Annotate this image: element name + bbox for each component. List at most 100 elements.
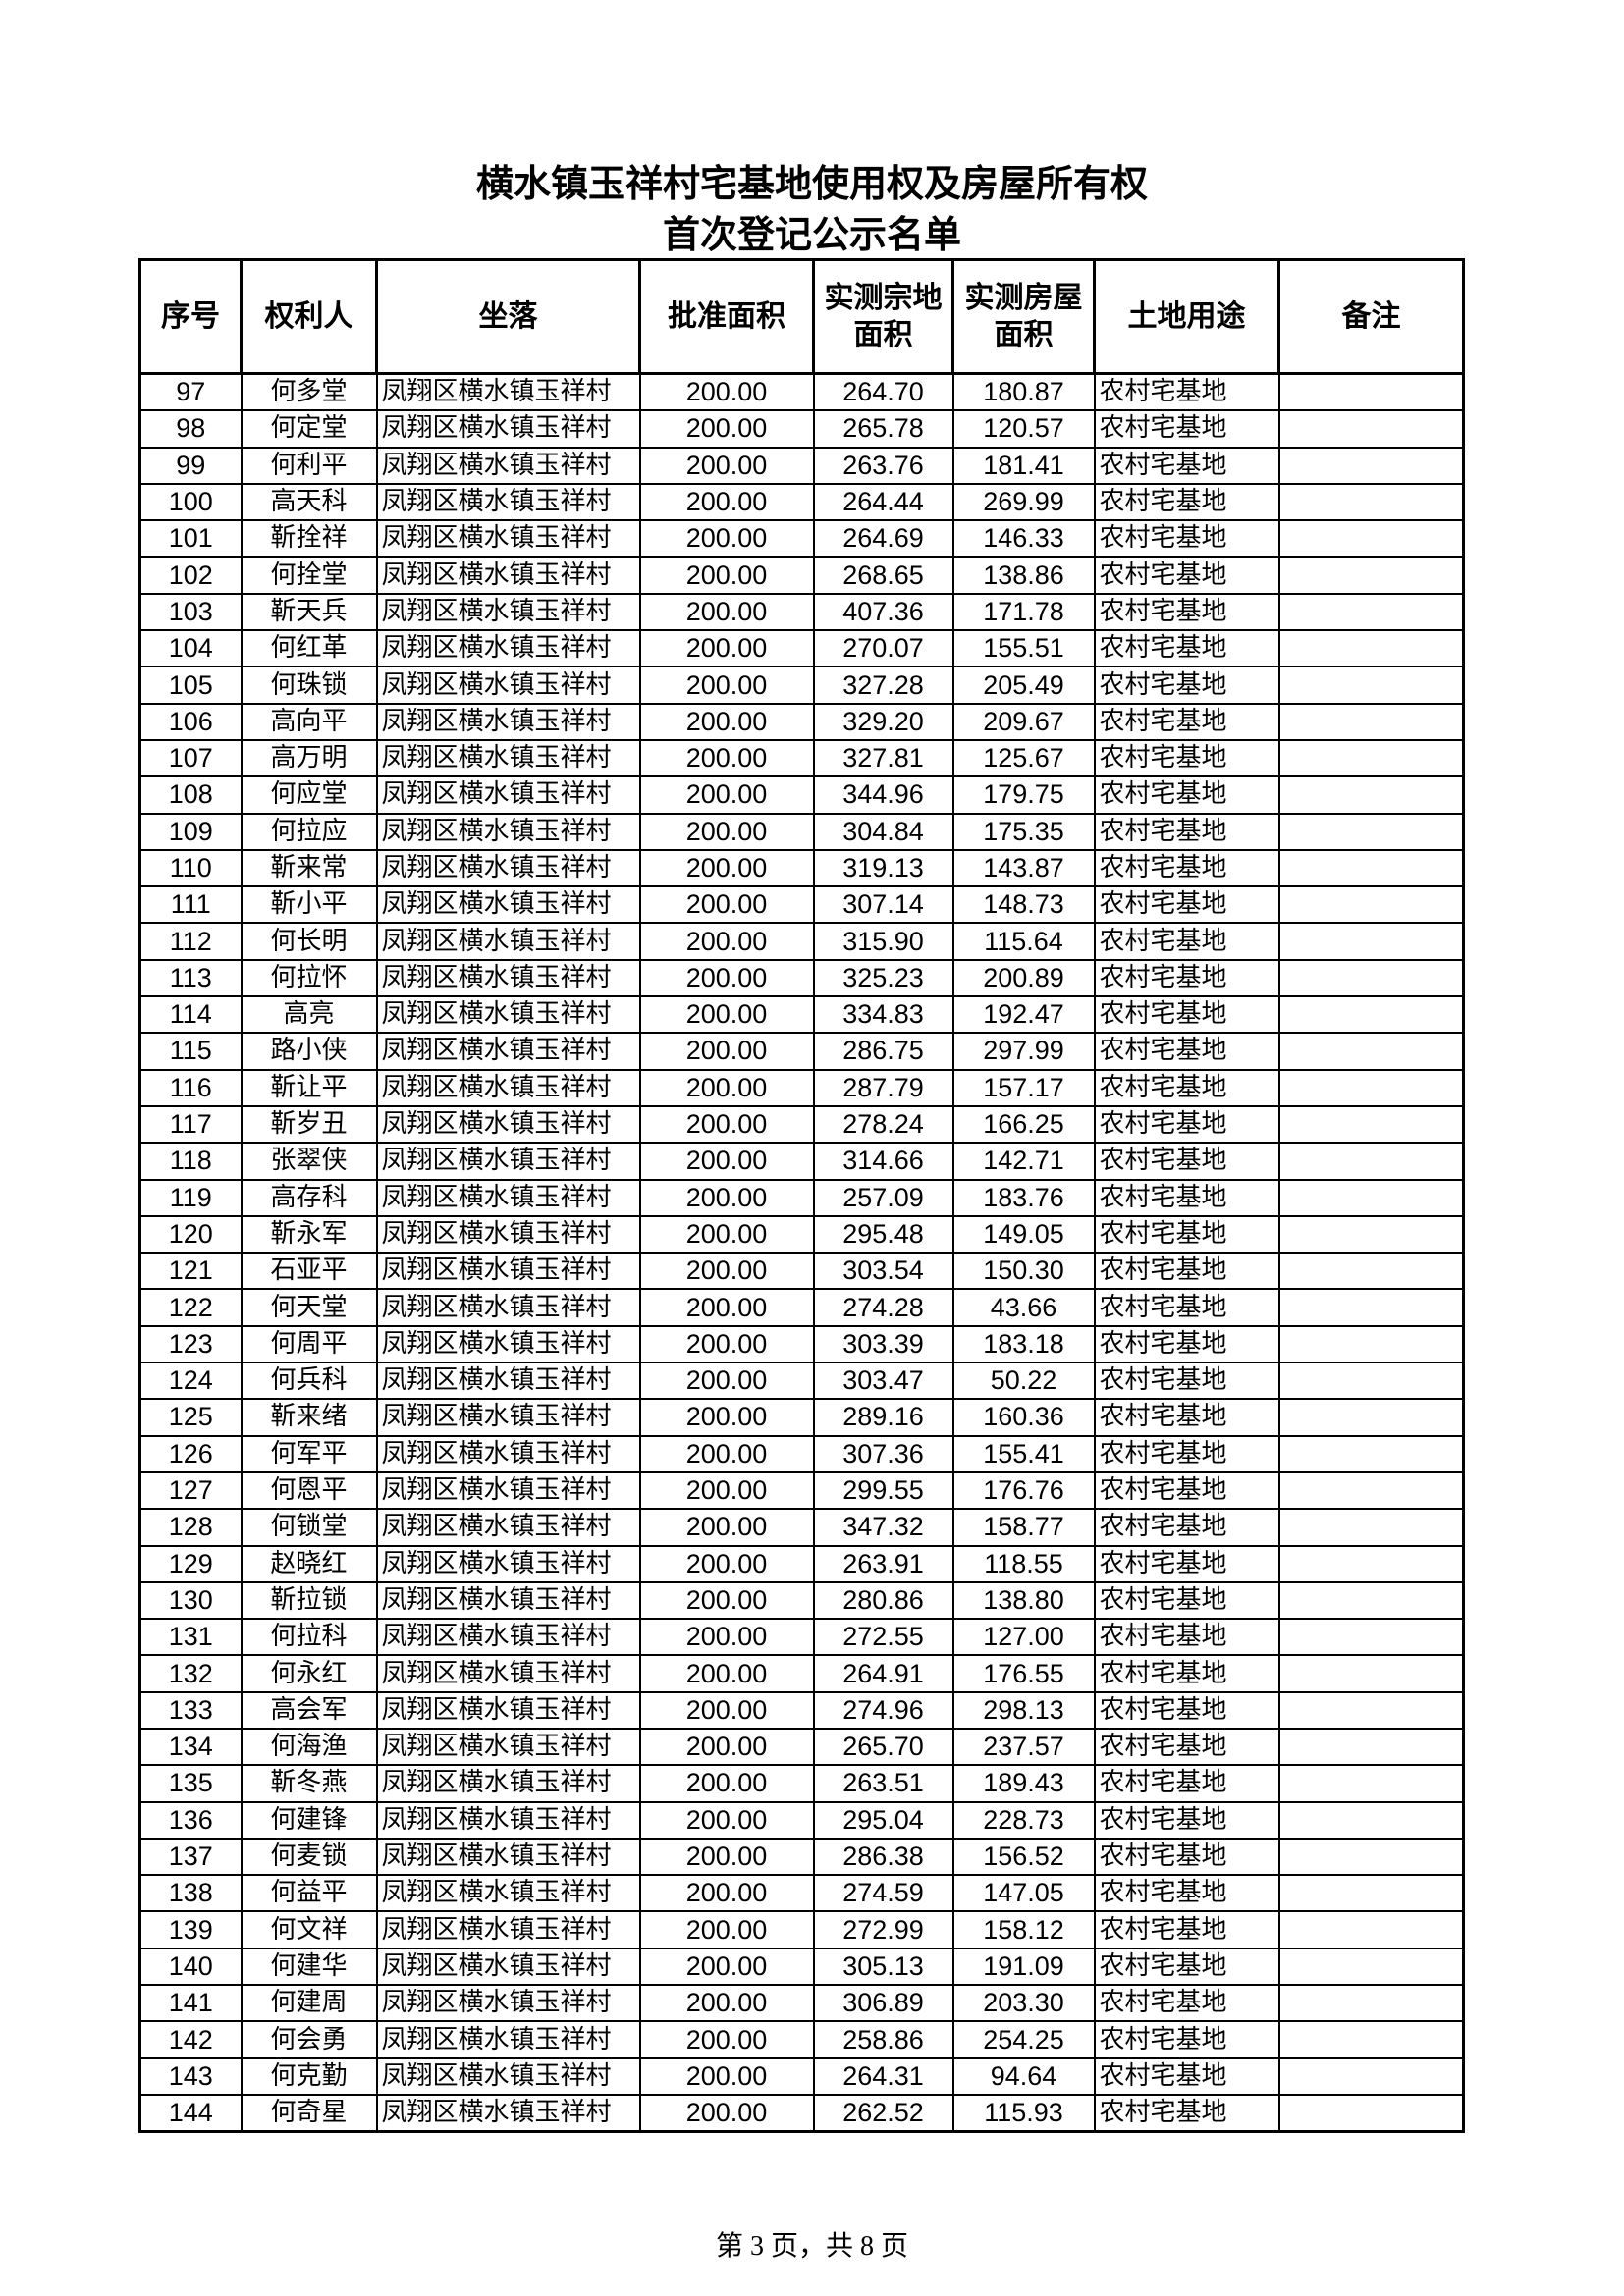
cell-approved-area: 200.00 (638, 702, 815, 741)
cell-land-use: 农村宅基地 (1093, 1252, 1280, 1291)
cell-house-area: 50.22 (951, 1362, 1096, 1401)
cell-land-area: 265.70 (812, 1727, 954, 1767)
cell-owner: 靳小平 (240, 885, 378, 925)
page-footer: 第 3 页，共 8 页 (715, 2231, 908, 2262)
cell-land-area: 265.78 (812, 409, 954, 449)
cell-land-use: 农村宅基地 (1093, 1068, 1280, 1107)
table-row: 103 靳天兵 凤翔区横水镇玉祥村 200.00 407.36 171.78 农村宅基地 (138, 592, 1465, 632)
cell-location: 凤翔区横水镇玉祥村 (375, 1947, 641, 1987)
cell-house-area: 138.86 (951, 556, 1096, 595)
registration-table: 序号 权利人 坐落 批准面积 实测宗地面积 实测房屋面积 土地用途 备注 97 何… (138, 258, 1465, 2134)
table-row: 97 何多堂 凤翔区横水镇玉祥村 200.00 264.70 180.87 农村宅基地 (138, 372, 1465, 412)
header-row: 序号 权利人 坐落 批准面积 实测宗地面积 实测房屋面积 土地用途 备注 (138, 258, 1465, 375)
cell-house-area: 191.09 (951, 1947, 1096, 1987)
cell-approved-area: 200.00 (638, 629, 815, 668)
cell-approved-area: 200.00 (638, 2056, 815, 2096)
cell-land-area: 264.44 (812, 482, 954, 522)
cell-location: 凤翔区横水镇玉祥村 (375, 995, 641, 1035)
cell-owner: 何永红 (240, 1654, 378, 1693)
cell-land-use: 农村宅基地 (1093, 1654, 1280, 1693)
cell-location: 凤翔区横水镇玉祥村 (375, 1910, 641, 1949)
cell-house-area: 183.76 (951, 1178, 1096, 1217)
cell-remarks (1277, 1508, 1465, 1547)
cell-land-area: 295.04 (812, 1800, 954, 1840)
cell-approved-area: 200.00 (638, 1508, 815, 1547)
cell-location: 凤翔区横水镇玉祥村 (375, 1068, 641, 1107)
cell-index: 128 (138, 1508, 243, 1547)
cell-location: 凤翔区横水镇玉祥村 (375, 1874, 641, 1913)
cell-land-area: 407.36 (812, 592, 954, 632)
cell-location: 凤翔区横水镇玉祥村 (375, 738, 641, 778)
cell-location: 凤翔区横水镇玉祥村 (375, 556, 641, 595)
cell-owner: 何拉怀 (240, 958, 378, 998)
cell-land-area: 295.48 (812, 1214, 954, 1255)
cell-location: 凤翔区横水镇玉祥村 (375, 1984, 641, 2023)
cell-index: 109 (138, 812, 243, 851)
cell-land-use: 农村宅基地 (1093, 738, 1280, 778)
cell-remarks (1277, 1837, 1465, 1877)
cell-owner: 何拉科 (240, 1618, 378, 1657)
cell-remarks (1277, 592, 1465, 632)
cell-house-area: 171.78 (951, 592, 1096, 632)
cell-location: 凤翔区横水镇玉祥村 (375, 1104, 641, 1145)
cell-approved-area: 200.00 (638, 1874, 815, 1913)
cell-location: 凤翔区横水镇玉祥村 (375, 1800, 641, 1840)
cell-approved-area: 200.00 (638, 848, 815, 888)
cell-remarks (1277, 1910, 1465, 1949)
cell-owner: 何军平 (240, 1434, 378, 1473)
cell-index: 131 (138, 1618, 243, 1657)
cell-land-use: 农村宅基地 (1093, 1544, 1280, 1583)
table-row: 119 高存科 凤翔区横水镇玉祥村 200.00 257.09 183.76 农村宅基地 (138, 1178, 1465, 1217)
cell-land-use: 农村宅基地 (1093, 1727, 1280, 1767)
cell-index: 142 (138, 2020, 243, 2059)
cell-land-area: 334.83 (812, 995, 954, 1035)
cell-land-area: 315.90 (812, 922, 954, 961)
cell-approved-area: 200.00 (638, 1654, 815, 1693)
cell-house-area: 115.64 (951, 922, 1096, 961)
cell-owner: 何麦锁 (240, 1837, 378, 1877)
cell-land-area: 319.13 (812, 848, 954, 888)
cell-approved-area: 200.00 (638, 1764, 815, 1803)
cell-remarks (1277, 1874, 1465, 1913)
cell-land-area: 304.84 (812, 812, 954, 851)
cell-location: 凤翔区横水镇玉祥村 (375, 1214, 641, 1255)
cell-house-area: 179.75 (951, 775, 1096, 815)
cell-land-area: 264.69 (812, 519, 954, 559)
table-row: 125 靳来绪 凤翔区横水镇玉祥村 200.00 289.16 160.36 农村宅基地 (138, 1398, 1465, 1437)
cell-land-use: 农村宅基地 (1093, 1142, 1280, 1181)
cell-location: 凤翔区横水镇玉祥村 (375, 775, 641, 815)
cell-house-area: 176.76 (951, 1470, 1096, 1511)
cell-land-use: 农村宅基地 (1093, 666, 1280, 705)
cell-house-area: 192.47 (951, 995, 1096, 1035)
cell-location: 凤翔区横水镇玉祥村 (375, 2056, 641, 2096)
cell-house-area: 115.93 (951, 2093, 1096, 2134)
cell-land-use: 农村宅基地 (1093, 1618, 1280, 1657)
cell-index: 113 (138, 958, 243, 998)
cell-index: 108 (138, 775, 243, 815)
cell-remarks (1277, 1544, 1465, 1583)
cell-land-area: 264.31 (812, 2056, 954, 2096)
cell-index: 137 (138, 1837, 243, 1877)
table-row: 112 何长明 凤翔区横水镇玉祥村 200.00 315.90 115.64 农村宅基地 (138, 922, 1465, 961)
cell-owner: 赵晓红 (240, 1544, 378, 1583)
cell-location: 凤翔区横水镇玉祥村 (375, 1580, 641, 1621)
cell-owner: 高向平 (240, 702, 378, 741)
cell-land-use: 农村宅基地 (1093, 775, 1280, 815)
cell-land-use: 农村宅基地 (1093, 1104, 1280, 1145)
cell-land-area: 286.38 (812, 1837, 954, 1877)
cell-location: 凤翔区横水镇玉祥村 (375, 409, 641, 449)
table-row: 130 靳拉锁 凤翔区横水镇玉祥村 200.00 280.86 138.80 农村宅基地 (138, 1580, 1465, 1621)
table-row: 126 何军平 凤翔区横水镇玉祥村 200.00 307.36 155.41 农村宅基地 (138, 1434, 1465, 1473)
cell-remarks (1277, 1324, 1465, 1364)
cell-location: 凤翔区横水镇玉祥村 (375, 629, 641, 668)
cell-house-area: 181.41 (951, 446, 1096, 485)
cell-house-area: 269.99 (951, 482, 1096, 522)
cell-house-area: 157.17 (951, 1068, 1096, 1107)
table-row: 143 何克勤 凤翔区横水镇玉祥村 200.00 264.31 94.64 农村宅基地 (138, 2056, 1465, 2096)
cell-land-use: 农村宅基地 (1093, 446, 1280, 485)
table-row: 134 何海渔 凤翔区横水镇玉祥村 200.00 265.70 237.57 农村宅基地 (138, 1727, 1465, 1767)
cell-approved-area: 200.00 (638, 1618, 815, 1657)
cell-house-area: 143.87 (951, 848, 1096, 888)
cell-owner: 何珠锁 (240, 666, 378, 705)
cell-remarks (1277, 1142, 1465, 1181)
